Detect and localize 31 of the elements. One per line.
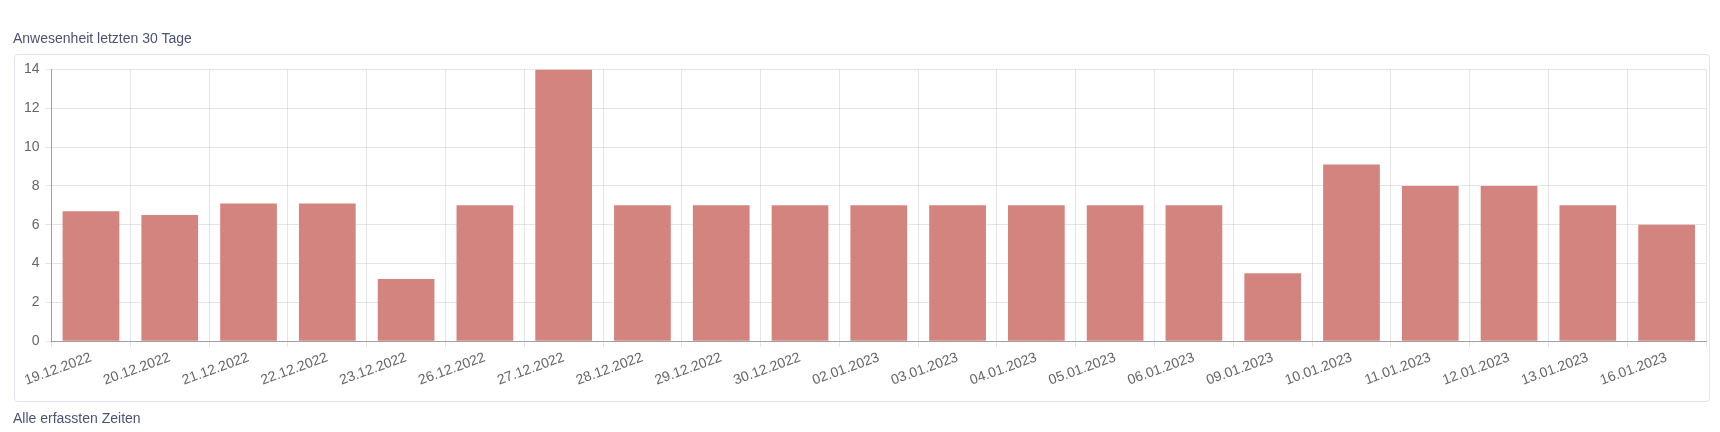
y-tick-label: 12 [23, 99, 40, 116]
bar [614, 205, 671, 341]
bar [692, 205, 750, 341]
bar [535, 69, 593, 341]
bar [220, 203, 277, 341]
bar [1007, 205, 1065, 341]
y-tick-label: 4 [31, 254, 40, 271]
bar [1401, 185, 1459, 341]
bar [929, 205, 986, 341]
bar [1244, 273, 1302, 341]
bar [1638, 224, 1695, 341]
bar [141, 215, 199, 341]
bar [1559, 205, 1617, 341]
bar [298, 203, 356, 341]
y-tick-label: 2 [31, 293, 40, 310]
bar [456, 205, 514, 341]
bar [850, 205, 908, 341]
bar [1323, 164, 1380, 341]
y-tick-label: 14 [23, 60, 40, 77]
bar [62, 211, 120, 341]
y-tick-label: 6 [31, 215, 40, 232]
y-tick-label: 8 [31, 176, 40, 193]
bar [1165, 205, 1223, 341]
y-tick-label: 10 [23, 137, 40, 154]
y-tick-label: 0 [31, 332, 40, 349]
bar [377, 279, 435, 341]
chart-title: Anwesenheit letzten 30 Tage [13, 30, 192, 46]
text: Alle erfassten Zeiten [13, 410, 141, 426]
bar [771, 205, 829, 341]
bar [1086, 205, 1144, 341]
bar [1480, 185, 1538, 341]
